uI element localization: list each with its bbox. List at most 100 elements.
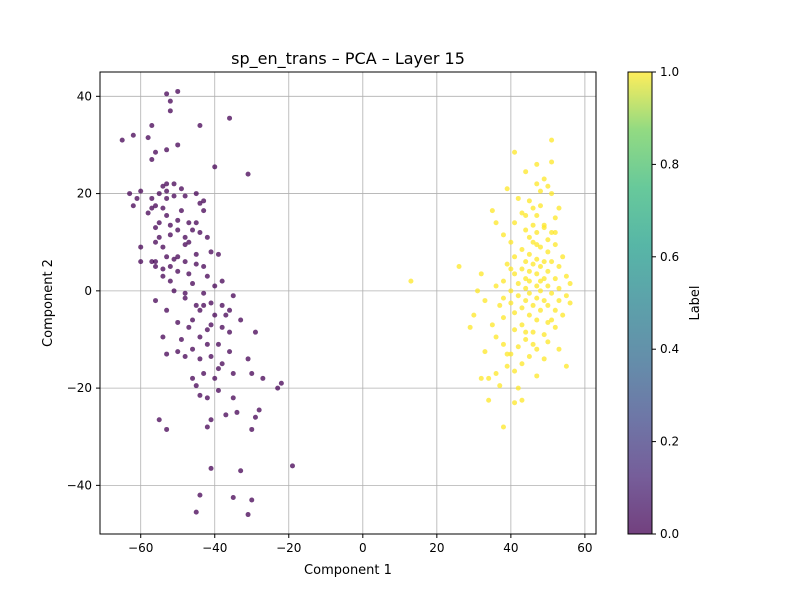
scatter-point: [197, 307, 203, 313]
scatter-point: [167, 264, 173, 270]
scatter-point: [164, 254, 170, 260]
scatter-point: [537, 203, 543, 209]
colorbar-gradient: [628, 72, 652, 534]
scatter-point: [537, 188, 543, 194]
scatter-point: [230, 371, 236, 377]
scatter-point: [127, 191, 133, 197]
scatter-point: [197, 122, 203, 128]
scatter-point: [171, 181, 177, 187]
scatter-point: [537, 278, 543, 284]
scatter-point: [164, 426, 170, 432]
scatter-point: [234, 409, 240, 415]
scatter-point: [508, 300, 514, 306]
scatter-point: [519, 305, 525, 311]
scatter-point: [238, 468, 244, 474]
scatter-point: [190, 281, 196, 287]
scatter-point: [523, 227, 529, 233]
scatter-point: [182, 290, 188, 296]
x-tick-label: 20: [429, 541, 444, 555]
scatter-point: [215, 388, 221, 394]
scatter-point: [493, 220, 499, 226]
x-tick-label: −40: [202, 541, 227, 555]
scatter-point: [523, 329, 529, 335]
scatter-point: [545, 183, 551, 189]
scatter-point: [167, 232, 173, 238]
scatter-point: [204, 234, 210, 240]
scatter-point: [201, 264, 207, 270]
scatter-point: [182, 259, 188, 265]
scatter-point: [545, 283, 551, 289]
scatter-point: [212, 164, 218, 170]
y-tick-label: −20: [67, 381, 92, 395]
scatter-point: [164, 188, 170, 194]
scatter-point: [204, 327, 210, 333]
colorbar-tick-label: 0.2: [660, 435, 679, 449]
scatter-point: [219, 361, 225, 367]
scatter-point: [526, 290, 532, 296]
scatter-point: [556, 298, 562, 304]
scatter-point: [500, 424, 506, 430]
scatter-point: [212, 283, 218, 289]
scatter-point: [523, 169, 529, 175]
plot-area-frame: [99, 71, 597, 535]
scatter-point: [549, 317, 555, 323]
scatter-point: [201, 302, 207, 308]
scatter-point: [530, 302, 536, 308]
scatter-point: [182, 242, 188, 248]
scatter-point: [130, 203, 136, 209]
scatter-point: [219, 302, 225, 308]
scatter-point: [119, 137, 125, 143]
colorbar-tick-label: 0.6: [660, 250, 679, 264]
scatter-point: [541, 276, 547, 282]
scatter-point: [456, 264, 462, 270]
scatter-point: [197, 200, 203, 206]
scatter-point: [175, 227, 181, 233]
scatter-point: [504, 186, 510, 192]
scatter-point: [138, 244, 144, 250]
scatter-point: [512, 254, 518, 260]
scatter-point: [560, 312, 566, 318]
scatter-point: [515, 281, 521, 287]
scatter-point: [508, 288, 514, 294]
scatter-point: [215, 341, 221, 347]
scatter-point: [482, 298, 488, 304]
scatter-point: [167, 222, 173, 228]
scatter-point: [190, 227, 196, 233]
y-tick-label: −40: [67, 478, 92, 492]
scatter-point: [164, 181, 170, 187]
scatter-point: [153, 149, 159, 155]
scatter-point: [523, 336, 529, 342]
scatter-point: [186, 220, 192, 226]
scatter-point: [208, 417, 214, 423]
scatter-point: [193, 220, 199, 226]
scatter-point: [523, 285, 529, 291]
scatter-point: [523, 298, 529, 304]
scatter-point: [556, 285, 562, 291]
scatter-point: [197, 229, 203, 235]
scatter-point: [160, 205, 166, 211]
scatter-point: [541, 356, 547, 362]
scatter-point: [134, 195, 140, 201]
scatter-point: [530, 261, 536, 267]
scatter-point: [534, 229, 540, 235]
scatter-point: [175, 142, 181, 148]
scatter-point: [534, 317, 540, 323]
scatter-point: [478, 271, 484, 277]
scatter-point: [182, 234, 188, 240]
scatter-point: [208, 249, 214, 255]
scatter-point: [489, 208, 495, 214]
scatter-point: [160, 244, 166, 250]
scatter-point: [500, 315, 506, 321]
scatter-point: [534, 271, 540, 277]
scatter-point: [534, 373, 540, 379]
scatter-point: [552, 229, 558, 235]
scatter-point: [145, 210, 151, 216]
scatter-point: [567, 300, 573, 306]
scatter-point: [171, 193, 177, 199]
scatter-point: [289, 463, 295, 469]
scatter-point: [545, 339, 551, 345]
colorbar-tick-label: 0.4: [660, 342, 679, 356]
scatter-point: [182, 295, 188, 301]
scatter-point: [523, 276, 529, 282]
scatter-point: [164, 212, 170, 218]
